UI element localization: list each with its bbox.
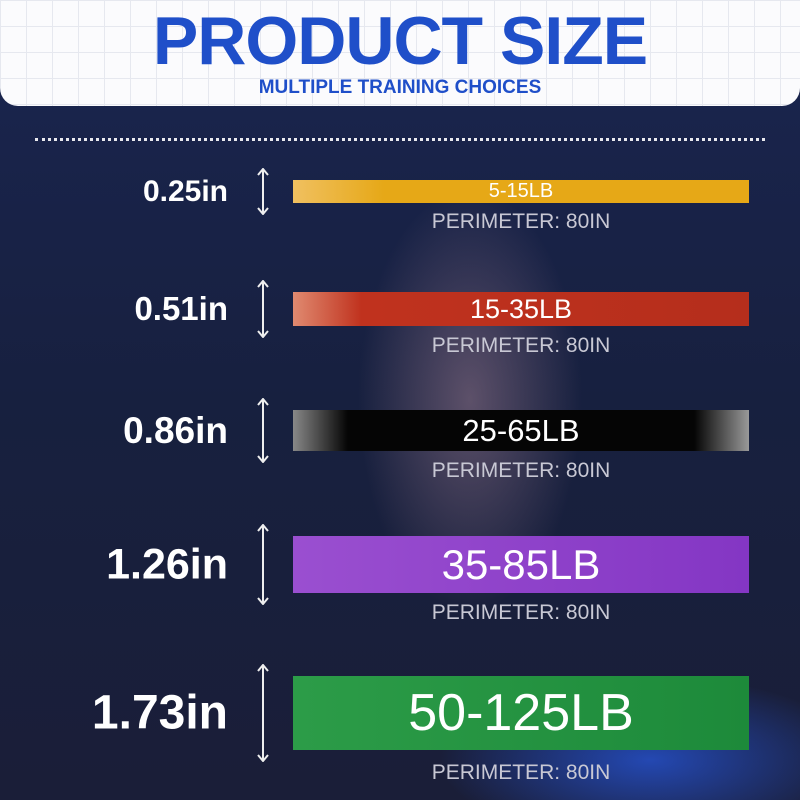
subtitle: MULTIPLE TRAINING CHOICES (258, 77, 542, 98)
width-label: 1.26in (106, 540, 228, 588)
perimeter: PERIMETER: 80IN (431, 601, 611, 624)
width-label: 1.73in (91, 686, 228, 740)
perimeter: PERIMETER: 80IN (431, 334, 611, 357)
band-bar: 35-85LB (293, 536, 749, 593)
width-label: 0.86in (123, 409, 228, 451)
size-arrow (256, 279, 270, 339)
header: PRODUCT SIZE MULTIPLE TRAINING CHOICES (0, 0, 800, 106)
arrow-icon (257, 523, 269, 606)
arrow-icon (257, 397, 269, 464)
size-arrow (256, 663, 270, 763)
title: PRODUCT SIZE (152, 3, 648, 79)
width-label: 0.25in (142, 174, 228, 208)
size-arrow (256, 397, 270, 464)
band-bar: 5-15LB (293, 180, 749, 203)
perimeter: PERIMETER: 80IN (431, 459, 611, 482)
width-label: 0.51in (134, 290, 228, 327)
band-bar: 25-65LB (293, 410, 749, 451)
perimeter: PERIMETER: 80IN (431, 210, 611, 233)
arrow-icon (257, 167, 269, 216)
size-arrow (256, 167, 270, 216)
arrow-icon (257, 663, 269, 763)
divider (35, 138, 765, 141)
size-arrow (256, 523, 270, 606)
band-bar: 15-35LB (293, 292, 749, 326)
perimeter: PERIMETER: 80IN (431, 761, 611, 784)
arrow-icon (257, 279, 269, 339)
band-bar: 50-125LB (293, 676, 749, 750)
